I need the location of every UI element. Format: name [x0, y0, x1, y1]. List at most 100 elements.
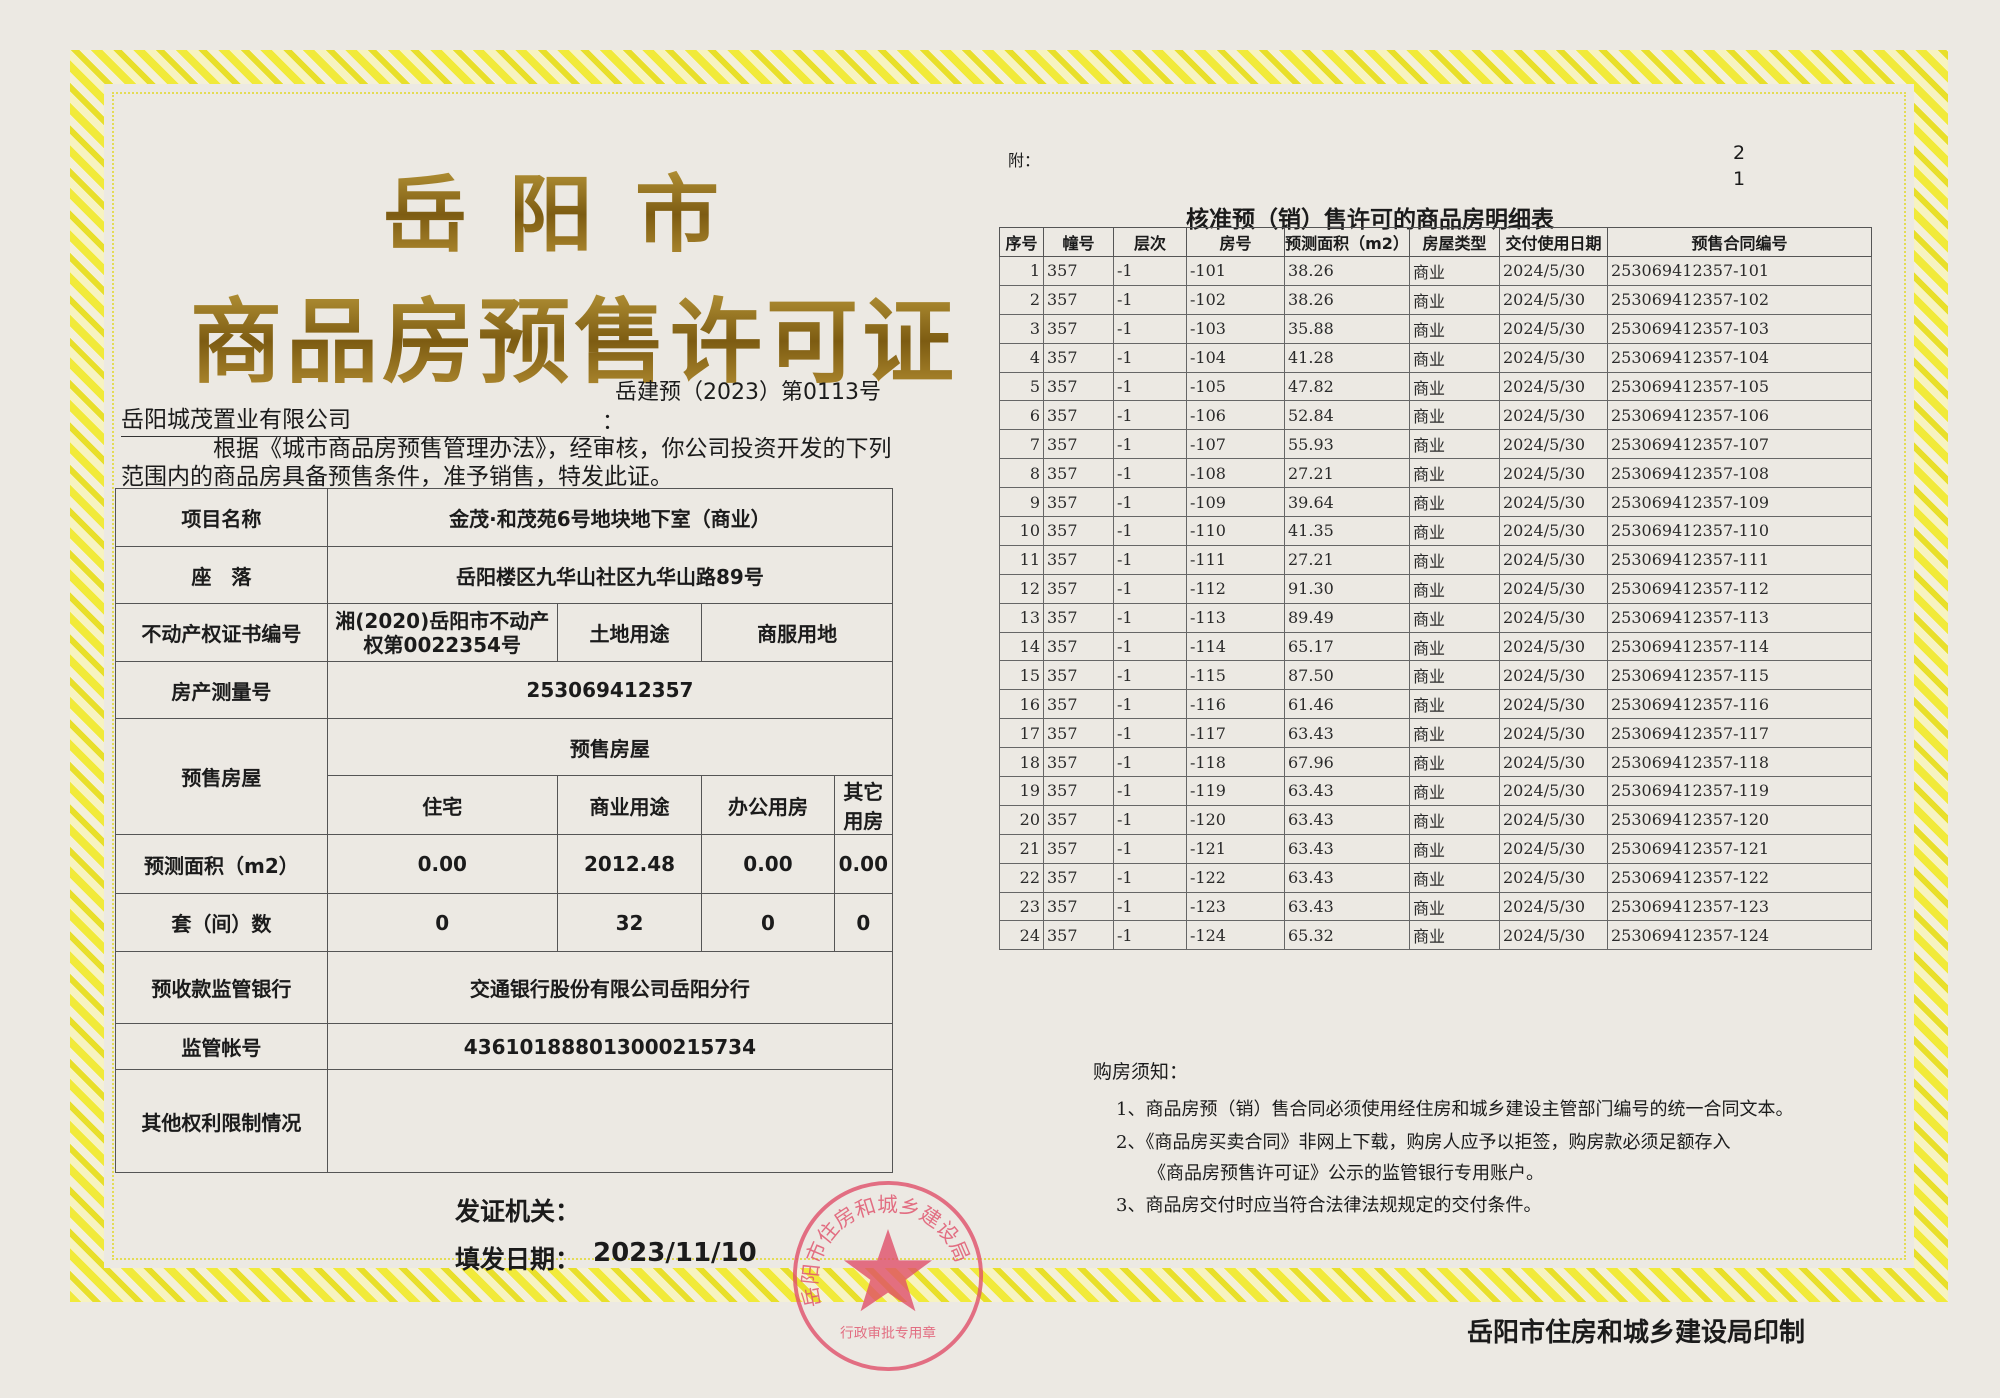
cell-type: 商业 [1409, 776, 1500, 806]
cell-type: 商业 [1409, 429, 1500, 460]
cell-area: 67.96 [1284, 747, 1410, 778]
cell-type: 商业 [1409, 718, 1500, 749]
cell-building: 357 [1043, 689, 1114, 720]
column-header: 预测面积（m2） [1284, 227, 1410, 257]
cell-floor: -1 [1113, 631, 1187, 662]
cell-building: 357 [1043, 804, 1114, 835]
table-row: 1 357 -1 -101 38.26 商业 2024/5/30 253069412357-1… [999, 256, 1872, 286]
cell-floor: -1 [1113, 804, 1187, 835]
cell-delivery-date: 2024/5/30 [1499, 487, 1608, 518]
cell-delivery-date: 2024/5/30 [1499, 660, 1608, 691]
cell-seq: 20 [999, 804, 1044, 835]
cell-area: 63.43 [1284, 776, 1410, 806]
cell-delivery-date: 2024/5/30 [1499, 544, 1608, 575]
cell-area: 35.88 [1284, 313, 1410, 344]
cell-building: 357 [1043, 284, 1114, 315]
cell-type: 商业 [1409, 891, 1500, 922]
document-title: 商品房预售许可证 [190, 268, 958, 401]
cell-room: -122 [1186, 862, 1285, 893]
column-header: 层次 [1113, 227, 1187, 257]
cell-contract-no: 253069412357-103 [1607, 313, 1872, 344]
note-3: 3、商品房交付时应当符合法律法规规定的交付条件。 [1116, 1195, 1542, 1216]
cell-floor: -1 [1113, 400, 1187, 431]
table-row: 22 357 -1 -122 63.43 商业 2024/5/30 253069412357-… [999, 862, 1872, 893]
seal-inner-text: 行政审批专用章 [840, 1325, 936, 1342]
cell-contract-no: 253069412357-104 [1607, 342, 1872, 373]
cell-delivery-date: 2024/5/30 [1499, 747, 1608, 778]
cell-seq: 24 [999, 920, 1044, 951]
cell-seq: 22 [999, 862, 1044, 893]
cell-building: 357 [1043, 458, 1114, 489]
cell-floor: -1 [1113, 284, 1187, 315]
cell-type: 商业 [1409, 573, 1500, 604]
cell-seq: 7 [999, 429, 1044, 460]
cell-delivery-date: 2024/5/30 [1499, 718, 1608, 749]
cell-room: -120 [1186, 804, 1285, 835]
cell-type: 商业 [1409, 804, 1500, 835]
cell-delivery-date: 2024/5/30 [1499, 920, 1608, 951]
cell-floor: -1 [1113, 544, 1187, 575]
cell-building: 357 [1043, 602, 1114, 633]
presale-label: 预售房屋 [115, 718, 328, 835]
cell-type: 商业 [1409, 660, 1500, 691]
cell-type: 商业 [1409, 747, 1500, 778]
cell-floor: -1 [1113, 429, 1187, 460]
cell-room: -107 [1186, 429, 1285, 460]
cell-type: 商业 [1409, 400, 1500, 431]
cell-area: 41.35 [1284, 516, 1410, 546]
table-row: 11 357 -1 -111 27.21 商业 2024/5/30 253069412357-… [999, 544, 1872, 575]
appendix-label: 附： [1008, 151, 1041, 170]
cell-building: 357 [1043, 862, 1114, 893]
cell-contract-no: 253069412357-101 [1607, 256, 1872, 286]
cell-type: 商业 [1409, 920, 1500, 951]
cell-floor: -1 [1113, 487, 1187, 518]
table-row: 12 357 -1 -112 91.30 商业 2024/5/30 253069412357-… [999, 573, 1872, 604]
cell-contract-no: 253069412357-102 [1607, 284, 1872, 315]
cell-seq: 10 [999, 516, 1044, 546]
cell-room: -114 [1186, 631, 1285, 662]
cell-delivery-date: 2024/5/30 [1499, 862, 1608, 893]
cell-area: 63.43 [1284, 862, 1410, 893]
cell-room: -104 [1186, 342, 1285, 373]
cell-contract-no: 253069412357-112 [1607, 573, 1872, 604]
cell-room: -103 [1186, 313, 1285, 344]
units-commercial: 32 [556, 893, 703, 952]
column-header: 交付使用日期 [1499, 227, 1608, 257]
account-label: 监管帐号 [115, 1023, 328, 1070]
cell-floor: -1 [1113, 891, 1187, 922]
cell-floor: -1 [1113, 371, 1187, 402]
cell-floor: -1 [1113, 602, 1187, 633]
cell-seq: 2 [999, 284, 1044, 315]
cell-area: 61.46 [1284, 689, 1410, 720]
units-other: 0 [833, 893, 894, 952]
cell-building: 357 [1043, 516, 1114, 546]
cell-building: 357 [1043, 660, 1114, 691]
cell-building: 357 [1043, 573, 1114, 604]
cell-area: 55.93 [1284, 429, 1410, 460]
cell-type: 商业 [1409, 862, 1500, 893]
company-name: 岳阳城茂置业有限公司 [121, 400, 601, 437]
cell-area: 63.43 [1284, 718, 1410, 749]
cell-contract-no: 253069412357-113 [1607, 602, 1872, 633]
cell-area: 63.43 [1284, 804, 1410, 835]
inner-border [112, 92, 1906, 1260]
cell-floor: -1 [1113, 313, 1187, 344]
cell-room: -115 [1186, 660, 1285, 691]
cell-room: -105 [1186, 371, 1285, 402]
cell-delivery-date: 2024/5/30 [1499, 689, 1608, 720]
cell-contract-no: 253069412357-105 [1607, 371, 1872, 402]
cell-seq: 18 [999, 747, 1044, 778]
cell-contract-no: 253069412357-108 [1607, 458, 1872, 489]
account-number: 436101888013000215734 [326, 1023, 894, 1070]
cell-delivery-date: 2024/5/30 [1499, 776, 1608, 806]
units-label: 套（间）数 [115, 893, 328, 952]
cell-contract-no: 253069412357-121 [1607, 833, 1872, 864]
cell-type: 商业 [1409, 602, 1500, 633]
column-header: 幢号 [1043, 227, 1114, 257]
table-row: 17 357 -1 -117 63.43 商业 2024/5/30 253069412357-… [999, 718, 1872, 749]
cell-floor: -1 [1113, 458, 1187, 489]
cell-room: -111 [1186, 544, 1285, 575]
cell-contract-no: 253069412357-114 [1607, 631, 1872, 662]
cell-building: 357 [1043, 487, 1114, 518]
area-residential: 0.00 [326, 834, 558, 894]
